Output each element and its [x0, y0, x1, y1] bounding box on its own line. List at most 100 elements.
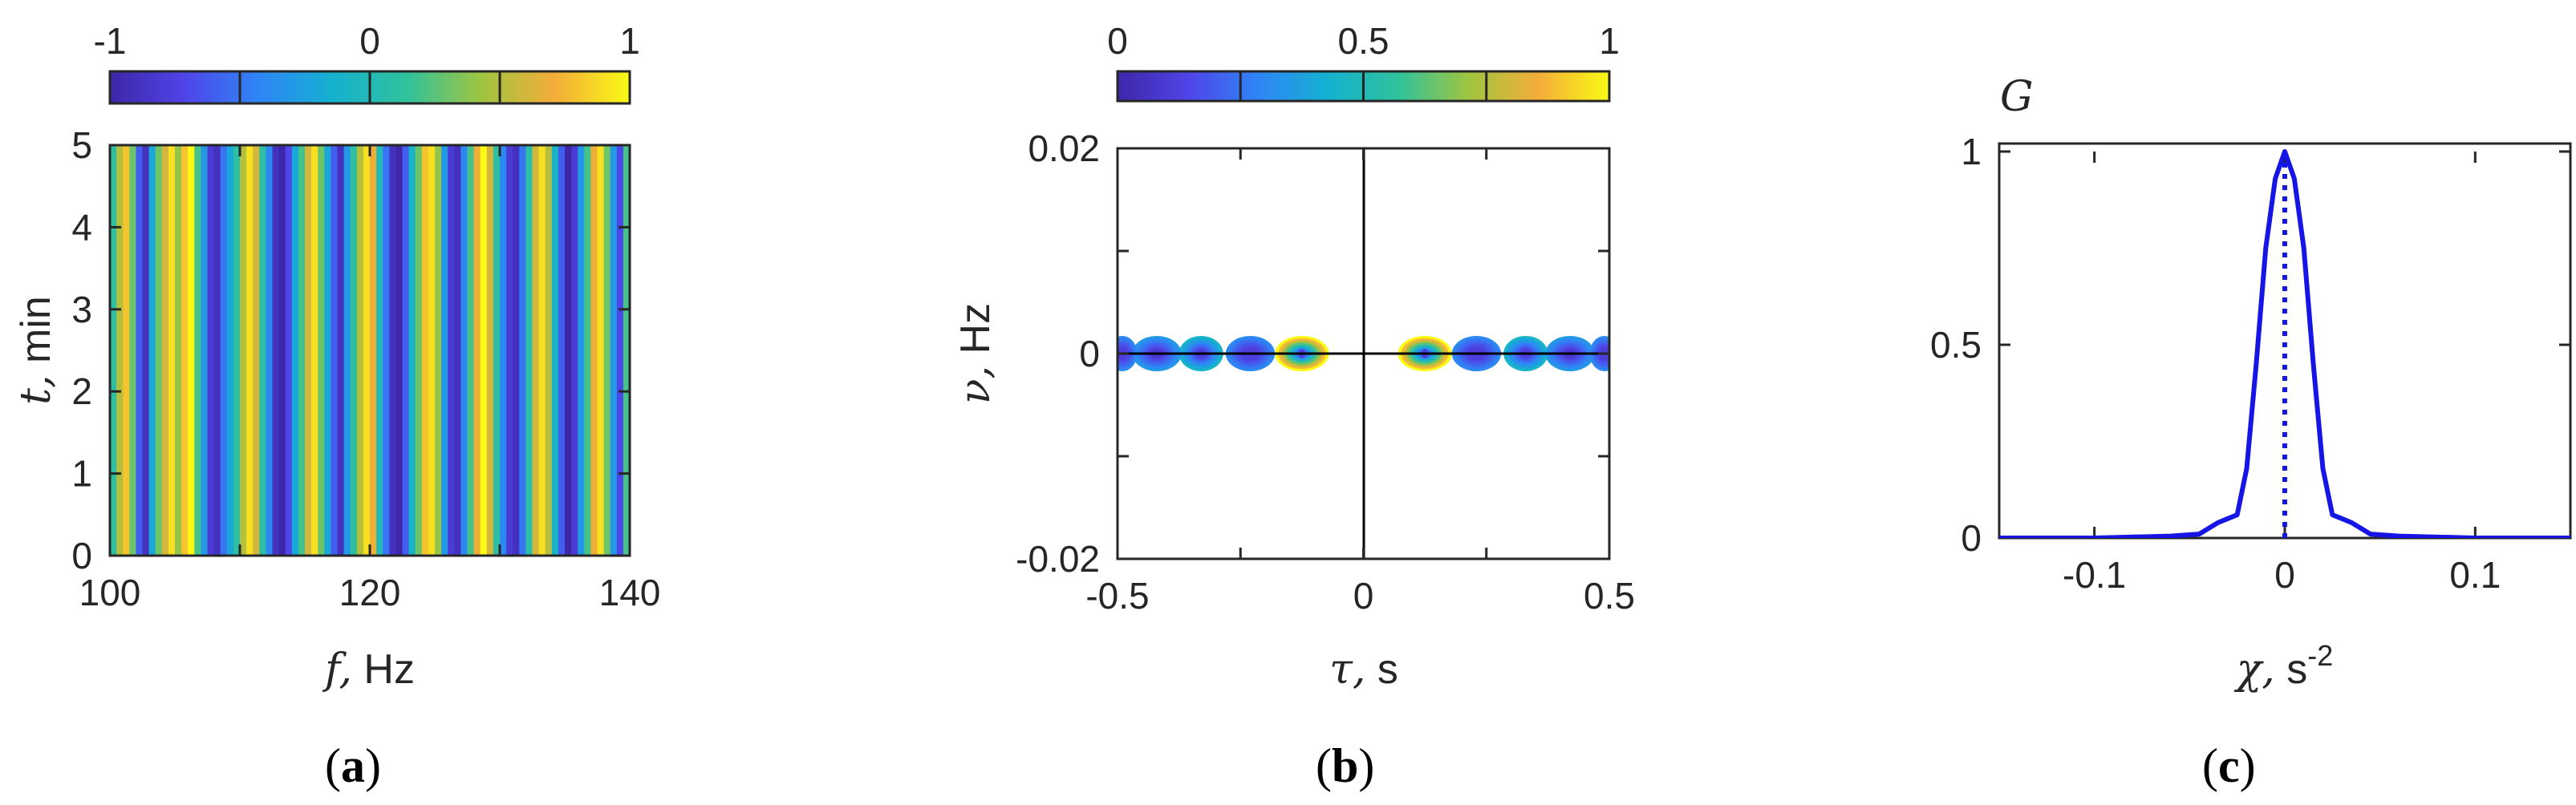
heatmap-a-column: [272, 145, 280, 556]
heatmap-a-column: [298, 145, 306, 556]
heatmap-a-column: [603, 145, 611, 556]
heatmap-a-column: [266, 145, 274, 556]
heatmap-a-column: [331, 145, 339, 556]
heatmap-a-column: [493, 145, 501, 556]
panel-label-b: (b): [1316, 739, 1374, 792]
heatmap-a-column: [259, 145, 267, 556]
heatmap-a-column: [610, 145, 618, 556]
xlabel-b: τ, s: [1329, 645, 1398, 694]
axis-c-y-tick-label: 0.5: [1930, 324, 1982, 366]
colorbar-b-tick-label: 0: [1107, 20, 1128, 62]
heatmap-a-column: [318, 145, 326, 556]
panel-label-a: (a): [325, 739, 381, 792]
heatmap-a-column: [402, 145, 410, 556]
axis-a-y-tick-label: 3: [71, 289, 92, 330]
heatmap-a-column: [571, 145, 578, 556]
heatmap-a-column: [590, 145, 598, 556]
heatmap-a-column: [207, 145, 215, 556]
panel-a: -1 0 1 100 120 140 0 1 2 3 4 5 f, Hz t, min (a): [12, 20, 660, 792]
heatmap-a-column: [148, 145, 156, 556]
axis-a-y-tick-label: 4: [71, 206, 92, 248]
xlabel-c-symbol: χ,: [2233, 645, 2275, 694]
heatmap-a-column: [408, 145, 416, 556]
panel-c: -0.1 0 0.1 0 0.5 1 G χ, s-2 (c): [1930, 73, 2572, 792]
heatmap-a-column: [441, 145, 448, 556]
axis-a-x-tick-label: 120: [339, 572, 401, 613]
heatmap-a-column: [161, 145, 169, 556]
ylabel-a: t, min: [12, 296, 60, 405]
colorbar-a-tick-label: 0: [359, 20, 380, 62]
heatmap-a-column: [129, 145, 137, 556]
colorbar-a: -1 0 1: [94, 20, 640, 105]
panel-label-b-letter: b: [1332, 739, 1358, 792]
heatmap-a-column: [188, 145, 196, 556]
axis-c-x-tick-label: 0.1: [2449, 554, 2501, 596]
heatmap-a-column: [584, 145, 592, 556]
colorbar-b: 0 0.5 1: [1107, 20, 1620, 103]
heatmap-a-column: [285, 145, 293, 556]
heatmap-a-column: [545, 145, 553, 556]
heatmap-a-column: [343, 145, 351, 556]
axis-c-x-tick-label: -0.1: [2063, 554, 2126, 596]
ylabel-b-unit: Hz: [952, 303, 999, 354]
heatmap-a-column: [175, 145, 182, 556]
heatmap-a-column: [513, 145, 521, 556]
heatmap-a-column: [181, 145, 189, 556]
axis-c-y-tick-label: 1: [1961, 131, 1982, 172]
axis-a-y-tick-label: 0: [71, 535, 92, 576]
heatmap-a-column: [565, 145, 572, 556]
axis-b-y-tick-label: 0.02: [1028, 127, 1100, 169]
heatmap-a-column: [389, 145, 397, 556]
heatmap-a-column: [558, 145, 566, 556]
axis-a-y-tick-label: 2: [71, 370, 92, 412]
heatmap-a-column: [454, 145, 462, 556]
heatmap-a-column: [220, 145, 228, 556]
axis-a-x-tick-label: 100: [79, 572, 141, 613]
axis-a-y-tick-label: 5: [71, 124, 92, 166]
heatmap-a-column: [213, 145, 221, 556]
heatmap-a-column: [551, 145, 559, 556]
axis-b-x-tick-label: 0: [1353, 575, 1374, 617]
xlabel-c-exponent: -2: [2307, 639, 2333, 672]
heatmap-a-column: [142, 145, 150, 556]
ylabel-b-symbol: ν,: [951, 366, 1000, 404]
heatmap-a-column: [246, 145, 254, 556]
heatmap-a-column: [194, 145, 202, 556]
heatmap-a-column: [396, 145, 404, 556]
colorbar-a-tick-label: 1: [619, 20, 640, 62]
heatmap-a-column: [350, 145, 358, 556]
heatmap-a-column: [480, 145, 488, 556]
heatmap-a-column: [467, 145, 475, 556]
axis-a-y-tick-label: 1: [71, 453, 92, 495]
heatmap-a-column: [356, 145, 364, 556]
heatmap-a-column: [500, 145, 507, 556]
heatmap-a-column: [110, 145, 117, 556]
heatmap-a-column: [278, 145, 286, 556]
heatmap-a-column: [136, 145, 144, 556]
heatmap-a-column: [428, 145, 436, 556]
heatmap-a-column: [616, 145, 624, 556]
heatmap-a-column: [460, 145, 469, 556]
heatmap-a-column: [291, 145, 299, 556]
axis-c-x-tick-label: 0: [2274, 554, 2295, 596]
heatmap-a-cells: [110, 145, 630, 556]
axis-b-y-tick-label: -0.02: [1016, 538, 1100, 580]
panel-label-c-letter: c: [2218, 739, 2240, 792]
colorbar-a-tick-label: -1: [94, 20, 127, 62]
heatmap-a-column: [168, 145, 176, 556]
heatmap-a-column: [421, 145, 429, 556]
axis-c-y-tick-label: 0: [1961, 517, 1982, 559]
ylabel-c: G: [2000, 73, 2034, 121]
colorbar-b-tick-label: 1: [1599, 20, 1620, 62]
axis-a-x-tick-label: 140: [599, 572, 661, 613]
heatmap-a-column: [123, 145, 131, 556]
heatmap-a-column: [473, 145, 481, 556]
heatmap-a-column: [623, 145, 630, 556]
xlabel-c: χ, s-2: [2233, 639, 2334, 694]
heatmap-a-column: [532, 145, 540, 556]
heatmap-a-column: [311, 145, 318, 556]
heatmap-a-column: [415, 145, 423, 556]
heatmap-a-column: [305, 145, 312, 556]
